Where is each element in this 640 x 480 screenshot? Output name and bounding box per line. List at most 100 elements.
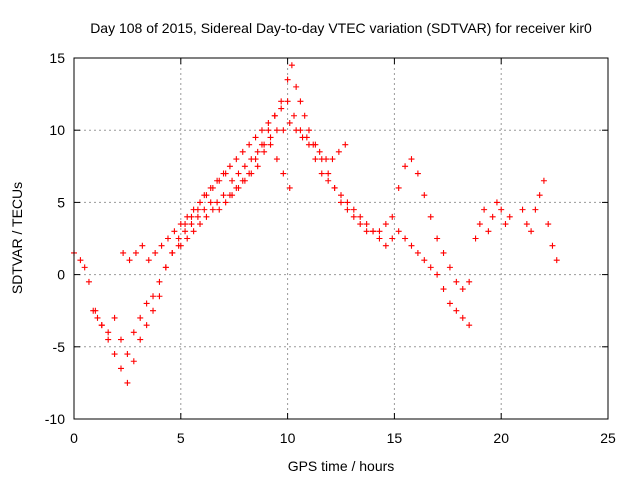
chart-title: Day 108 of 2015, Sidereal Day-to-day VTE…	[90, 20, 592, 36]
data-point-plus	[124, 351, 131, 358]
data-point-plus	[335, 148, 342, 155]
data-point-plus	[184, 213, 191, 220]
data-point-plus	[261, 141, 268, 148]
series-track-b	[92, 98, 349, 386]
data-point-plus	[331, 184, 338, 191]
data-point-plus	[316, 148, 323, 155]
data-point-plus	[169, 249, 176, 256]
data-point-plus	[267, 134, 274, 141]
data-point-plus	[265, 127, 272, 134]
x-axis-label: GPS time / hours	[288, 458, 395, 474]
data-point-plus	[248, 156, 255, 163]
series-track-d	[177, 141, 293, 249]
data-point-plus	[248, 170, 255, 177]
data-point-plus	[158, 242, 165, 249]
data-point-plus	[338, 199, 344, 206]
data-point-plus	[150, 307, 157, 314]
data-point-plus	[278, 98, 285, 105]
data-point-plus	[286, 119, 293, 126]
data-point-plus	[152, 249, 159, 256]
data-point-plus	[175, 235, 182, 242]
data-point-plus	[440, 286, 447, 293]
data-point-plus	[532, 206, 539, 213]
data-point-plus	[278, 105, 285, 112]
data-point-plus	[235, 184, 242, 191]
data-point-plus	[434, 271, 441, 278]
data-point-plus	[325, 170, 332, 177]
data-point-plus	[203, 192, 210, 199]
series-track-c	[120, 119, 473, 329]
y-tick-label: 15	[49, 50, 65, 66]
data-point-plus	[254, 163, 261, 170]
data-point-plus	[182, 228, 189, 235]
data-point-plus	[453, 278, 460, 285]
y-tick-label: 0	[57, 267, 65, 283]
data-point-plus	[261, 148, 268, 155]
data-point-plus	[207, 199, 214, 206]
data-point-plus	[143, 300, 150, 307]
series-track-a	[71, 62, 473, 358]
data-point-plus	[130, 329, 137, 336]
data-point-plus	[549, 242, 556, 249]
data-point-plus	[350, 206, 357, 213]
data-point-plus	[329, 156, 336, 163]
data-point-plus	[117, 365, 124, 372]
data-point-plus	[344, 206, 351, 213]
data-point-plus	[137, 314, 144, 321]
y-tick-label: -10	[45, 411, 65, 427]
data-point-plus	[288, 62, 295, 69]
data-point-plus	[528, 228, 535, 235]
data-point-plus	[139, 242, 146, 249]
data-point-plus	[201, 206, 208, 213]
data-point-plus	[273, 127, 280, 134]
data-point-plus	[156, 278, 163, 285]
data-point-plus	[376, 235, 383, 242]
data-point-plus	[498, 206, 505, 213]
data-point-plus	[481, 206, 488, 213]
data-point-plus	[188, 221, 195, 228]
data-point-plus	[421, 257, 428, 264]
data-point-plus	[233, 156, 240, 163]
data-point-plus	[222, 170, 229, 177]
data-point-plus	[177, 242, 184, 249]
data-point-plus	[117, 336, 124, 343]
data-point-plus	[209, 184, 216, 191]
data-point-plus	[342, 141, 349, 148]
data-point-plus	[184, 235, 191, 242]
data-point-plus	[440, 249, 447, 256]
x-tick-label: 0	[70, 430, 78, 446]
data-point-plus	[241, 163, 248, 170]
data-point-plus	[459, 314, 466, 321]
data-point-plus	[427, 213, 434, 220]
data-point-plus	[246, 141, 253, 148]
data-point-plus	[434, 235, 441, 242]
data-point-plus	[459, 286, 466, 293]
data-point-plus	[350, 213, 357, 220]
data-point-plus	[286, 184, 293, 191]
x-tick-label: 20	[493, 430, 509, 446]
data-point-plus	[229, 177, 236, 184]
data-point-plus	[77, 257, 84, 264]
data-point-plus	[402, 163, 409, 170]
data-point-plus	[466, 278, 473, 285]
data-point-plus	[446, 264, 453, 271]
data-point-plus	[267, 141, 274, 148]
data-point-plus	[506, 213, 513, 220]
data-point-plus	[209, 206, 216, 213]
data-point-plus	[472, 235, 479, 242]
data-point-plus	[466, 322, 473, 329]
data-point-plus	[476, 221, 483, 228]
data-point-plus	[105, 329, 112, 336]
data-points	[71, 62, 560, 386]
x-tick-label: 15	[387, 430, 403, 446]
data-point-plus	[164, 235, 171, 242]
data-point-plus	[197, 221, 204, 228]
x-tick-labels: 0 5 10 15 20 25	[70, 430, 616, 446]
y-tick-label: -5	[53, 339, 66, 355]
data-point-plus	[357, 221, 364, 228]
data-point-plus	[85, 278, 92, 285]
data-point-plus	[485, 228, 492, 235]
data-point-plus	[523, 221, 530, 228]
data-point-plus	[194, 213, 201, 220]
data-point-plus	[241, 177, 248, 184]
